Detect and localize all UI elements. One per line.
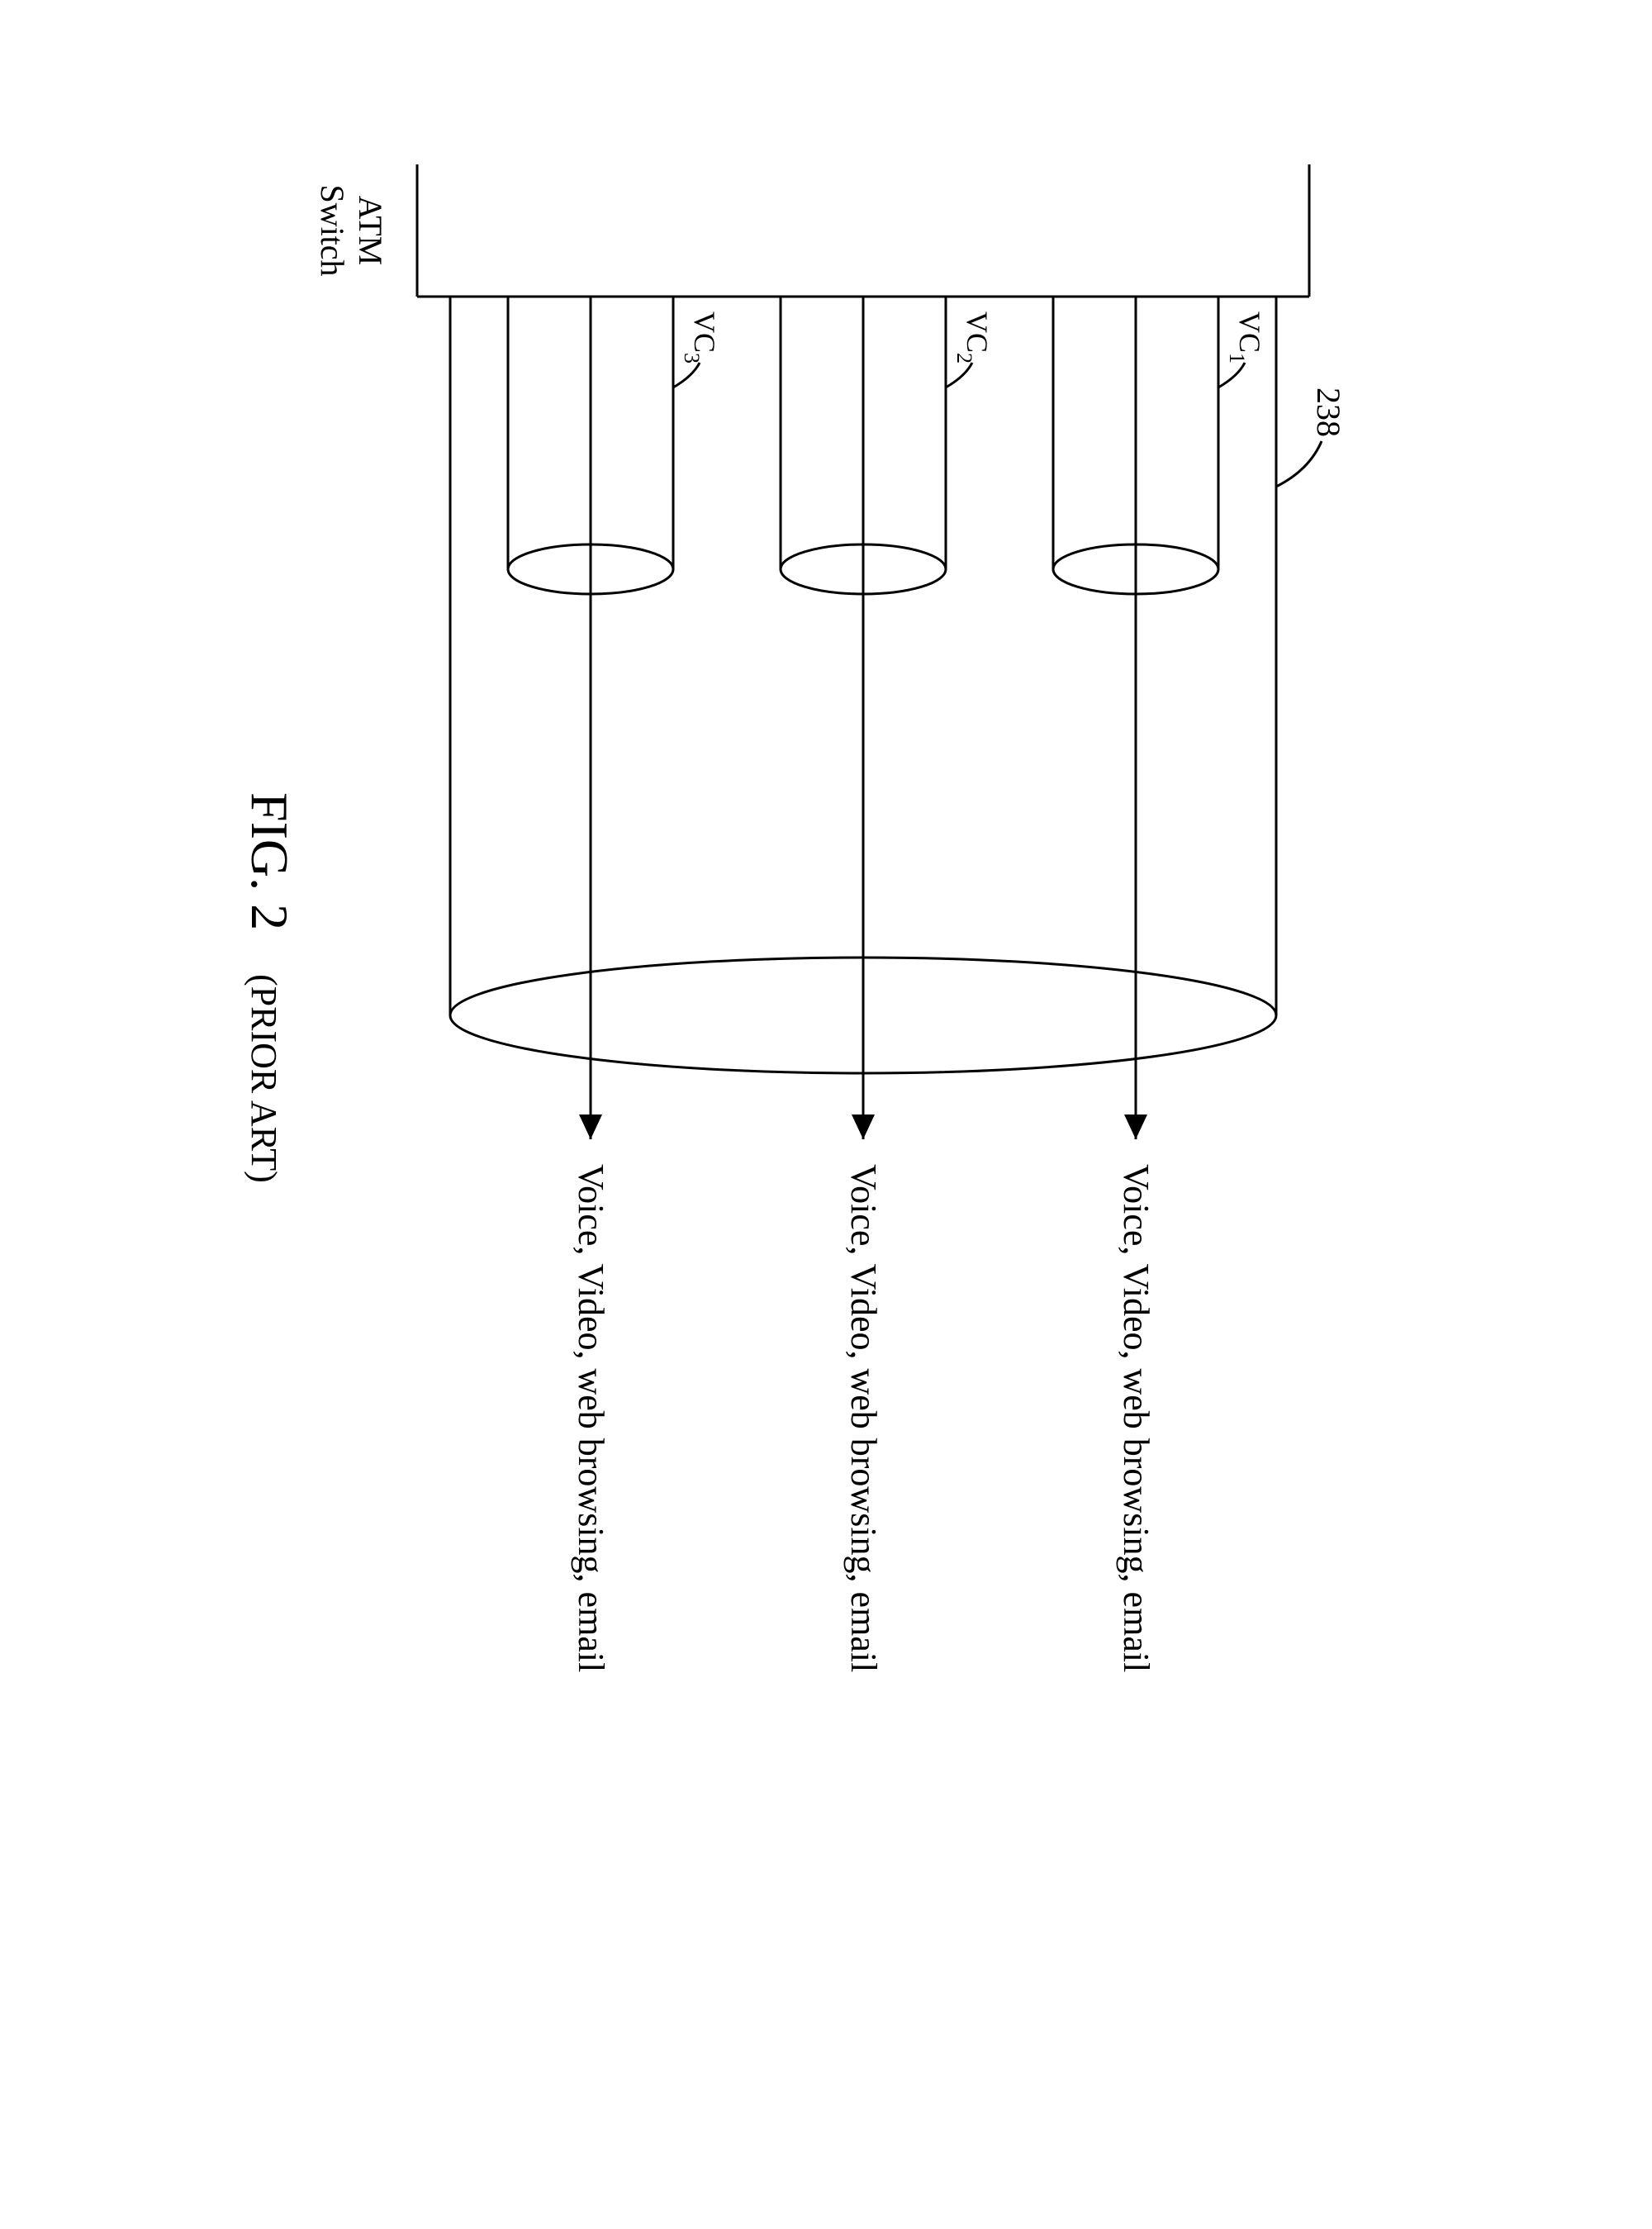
vc-3-sub: 3 (680, 353, 704, 364)
atm-switch-label-2: Switch (314, 184, 351, 276)
figure-caption: FIG. 2 (PRIOR ART) (240, 792, 299, 1183)
atm-vc-diagram: 238 ATM Switch VC 1 (227, 123, 1425, 2106)
vc-2-output: Voice, Video, web browsing, email (843, 1164, 884, 1672)
atm-switch-label-1: ATM (352, 196, 389, 265)
vc-2-label: VC (961, 311, 994, 353)
vc-2-sub: 2 (952, 353, 976, 364)
vc-2: VC 2 Voice, Video, web browsing, email (781, 297, 994, 1672)
vc-1-label: VC (1233, 311, 1266, 353)
outer-pipe: 238 (450, 297, 1347, 1073)
pipe-ref-number: 238 (1310, 387, 1347, 437)
vc-3-output: Voice, Video, web browsing, email (571, 1164, 611, 1672)
vc-3-label: VC (688, 311, 721, 353)
vc-1-output: Voice, Video, web browsing, email (1116, 1164, 1156, 1672)
vc-1: VC 1 Voice, Video, web browsing, email (1053, 297, 1266, 1672)
atm-switch: ATM Switch (314, 164, 1309, 297)
fig-label: FIG. 2 (240, 792, 299, 930)
prior-art-label: (PRIOR ART) (244, 974, 284, 1183)
vc-1-sub: 1 (1225, 353, 1249, 364)
vc-3: VC 3 Voice, Video, web browsing, email (508, 297, 721, 1672)
diagram-svg: 238 ATM Switch VC 1 (227, 123, 1425, 2106)
